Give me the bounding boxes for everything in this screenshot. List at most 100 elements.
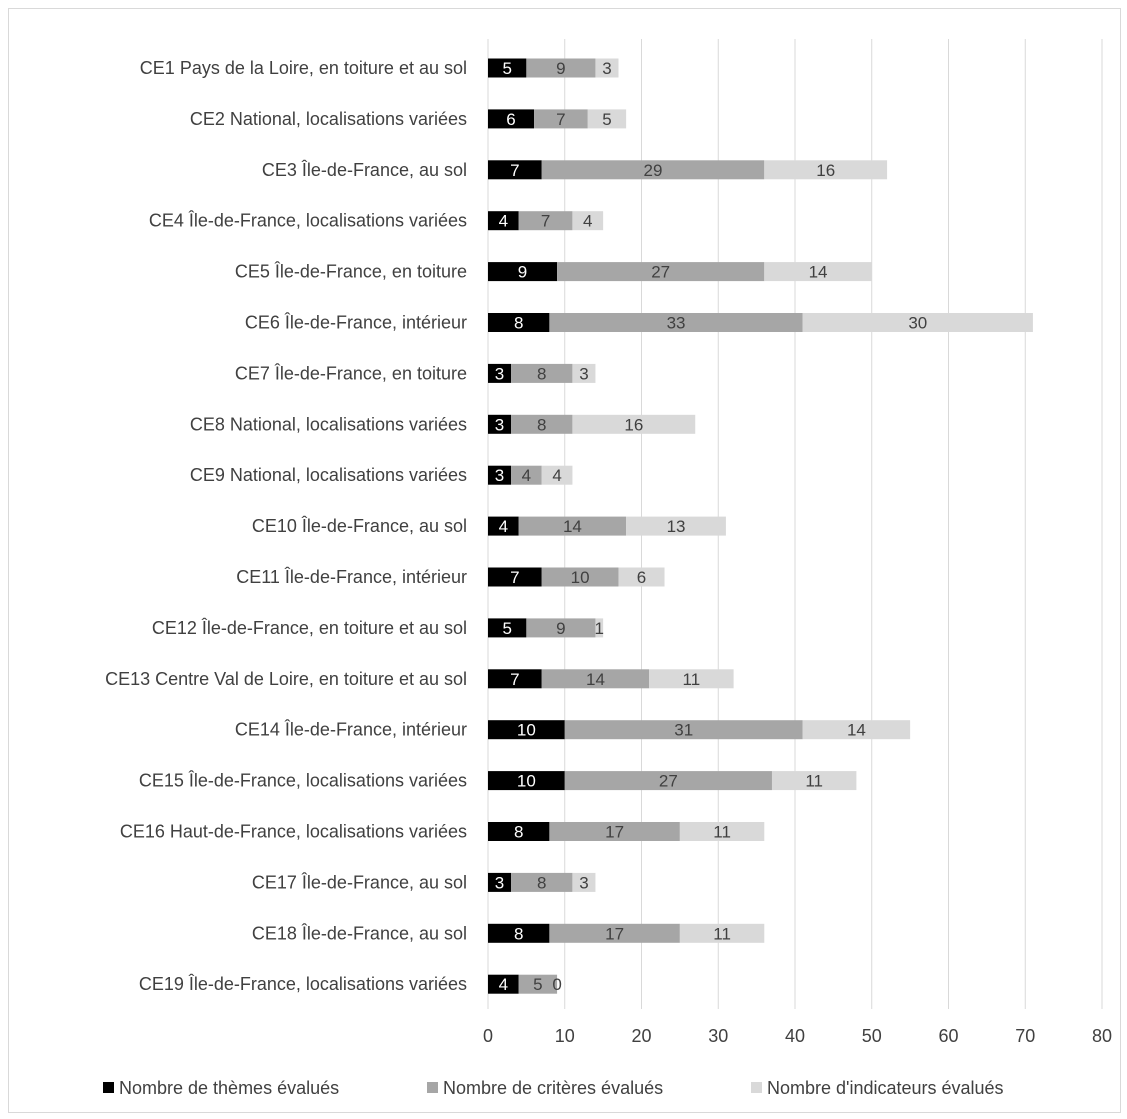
gridlines bbox=[487, 39, 1103, 1009]
data-label: 10 bbox=[517, 772, 536, 791]
data-label: 29 bbox=[644, 161, 663, 180]
data-label: 11 bbox=[683, 670, 701, 689]
data-label: 5 bbox=[502, 619, 511, 638]
data-label: 4 bbox=[583, 212, 592, 231]
bar-segment bbox=[511, 465, 542, 485]
data-label: 3 bbox=[579, 873, 588, 892]
data-label: 8 bbox=[537, 364, 546, 383]
x-tick-label: 40 bbox=[785, 1026, 805, 1046]
x-tick-label: 0 bbox=[483, 1026, 493, 1046]
bar-segment bbox=[549, 822, 680, 841]
data-label: 9 bbox=[556, 619, 565, 638]
data-label: 17 bbox=[605, 924, 624, 943]
data-label: 30 bbox=[908, 314, 927, 333]
category-label: CE1 Pays de la Loire, en toiture et au s… bbox=[140, 58, 467, 78]
legend-label: Nombre de critères évalués bbox=[443, 1078, 663, 1098]
bar-segment bbox=[488, 363, 512, 383]
bars: 5 9 36 7 57 29 164 7 49 27 148 33 303 8 33 8 163 4 44 14 137… bbox=[488, 58, 1033, 994]
bar-segment bbox=[802, 720, 911, 740]
data-label: 3 bbox=[495, 364, 504, 383]
data-label: 7 bbox=[510, 568, 519, 587]
bar-segment bbox=[764, 262, 872, 282]
data-label: 5 bbox=[533, 975, 542, 994]
data-label: 7 bbox=[510, 161, 519, 180]
data-label: 14 bbox=[586, 670, 605, 689]
bar-segment bbox=[802, 313, 1033, 332]
data-label: 3 bbox=[602, 59, 611, 78]
bar-segment bbox=[626, 516, 726, 536]
bar-segment bbox=[572, 414, 696, 434]
data-label: 10 bbox=[571, 568, 590, 587]
category-label: CE12 Île-de-France, en toiture et au sol bbox=[152, 618, 467, 638]
category-label: CE7 Île-de-France, en toiture bbox=[235, 363, 467, 383]
data-label: 0 bbox=[552, 975, 561, 994]
legend-item: Nombre de critères évalués bbox=[427, 1078, 663, 1098]
bar-segment bbox=[488, 669, 542, 689]
x-tick-label: 60 bbox=[938, 1026, 958, 1046]
data-label: 7 bbox=[556, 110, 565, 129]
category-label: CE10 Île-de-France, au sol bbox=[252, 516, 467, 536]
data-label: 10 bbox=[517, 721, 536, 740]
category-label: CE11 Île-de-France, intérieur bbox=[236, 567, 467, 587]
bar-segment bbox=[488, 414, 512, 434]
category-label: CE6 Île-de-France, intérieur bbox=[245, 313, 467, 333]
data-label: 3 bbox=[495, 873, 504, 892]
bar-segment bbox=[679, 923, 765, 943]
bar-segment bbox=[518, 516, 627, 536]
legend-swatch bbox=[427, 1082, 438, 1093]
bar-segment bbox=[488, 822, 550, 841]
category-label: CE4 Île-de-France, localisations variées bbox=[149, 211, 467, 231]
data-label: 14 bbox=[563, 517, 582, 536]
x-tick-label: 20 bbox=[631, 1026, 651, 1046]
bar-segment bbox=[572, 872, 596, 892]
bar-segment bbox=[488, 974, 519, 994]
category-label: CE14 Île-de-France, intérieur bbox=[235, 720, 467, 740]
data-label: 4 bbox=[522, 466, 531, 485]
bar-segment bbox=[679, 822, 765, 841]
legend: Nombre de thèmes évalués Nombre de critèr… bbox=[103, 1078, 1004, 1098]
x-tick-label: 80 bbox=[1092, 1026, 1112, 1046]
data-label: 31 bbox=[674, 721, 693, 740]
bar-segment bbox=[488, 109, 535, 129]
bar-segment bbox=[534, 109, 588, 129]
legend-swatch bbox=[751, 1082, 762, 1093]
bar-segment bbox=[541, 160, 765, 180]
bar-segment bbox=[587, 109, 627, 129]
bar-segment bbox=[618, 567, 665, 587]
legend-swatch bbox=[103, 1082, 114, 1093]
bar-segment bbox=[488, 923, 550, 943]
bar-segment bbox=[488, 771, 565, 791]
data-label: 8 bbox=[514, 823, 523, 842]
bar-segment bbox=[541, 669, 650, 689]
bar-segment bbox=[488, 618, 527, 638]
category-label: CE18 Île-de-France, au sol bbox=[252, 923, 467, 943]
bar-segment bbox=[511, 872, 573, 892]
bar-segment bbox=[564, 720, 803, 740]
category-label: CE2 National, localisations variées bbox=[190, 109, 467, 129]
data-label: 8 bbox=[514, 924, 523, 943]
bar-segment bbox=[488, 58, 527, 78]
bar-segment bbox=[518, 974, 558, 994]
category-label: CE5 Île-de-France, en toiture bbox=[235, 262, 467, 282]
category-label: CE9 National, localisations variées bbox=[190, 465, 467, 485]
bar-segment bbox=[518, 211, 573, 231]
bar-segment bbox=[488, 567, 542, 587]
data-label: 7 bbox=[510, 670, 519, 689]
data-label: 4 bbox=[499, 212, 508, 231]
bar-segment bbox=[595, 58, 619, 78]
data-label: 11 bbox=[713, 823, 731, 842]
bar-segment bbox=[488, 313, 550, 332]
bar-segment bbox=[488, 211, 519, 231]
bar-segment bbox=[511, 414, 573, 434]
data-label: 6 bbox=[637, 568, 646, 587]
data-label: 13 bbox=[667, 517, 686, 536]
bar-segment bbox=[764, 160, 888, 180]
x-tick-label: 70 bbox=[1015, 1026, 1035, 1046]
bar-segment bbox=[557, 262, 765, 282]
data-label: 14 bbox=[847, 721, 866, 740]
data-label: 33 bbox=[667, 314, 686, 333]
data-label: 7 bbox=[541, 212, 550, 231]
data-label: 11 bbox=[713, 924, 731, 943]
data-label: 3 bbox=[495, 415, 504, 434]
data-label: 14 bbox=[809, 263, 828, 282]
